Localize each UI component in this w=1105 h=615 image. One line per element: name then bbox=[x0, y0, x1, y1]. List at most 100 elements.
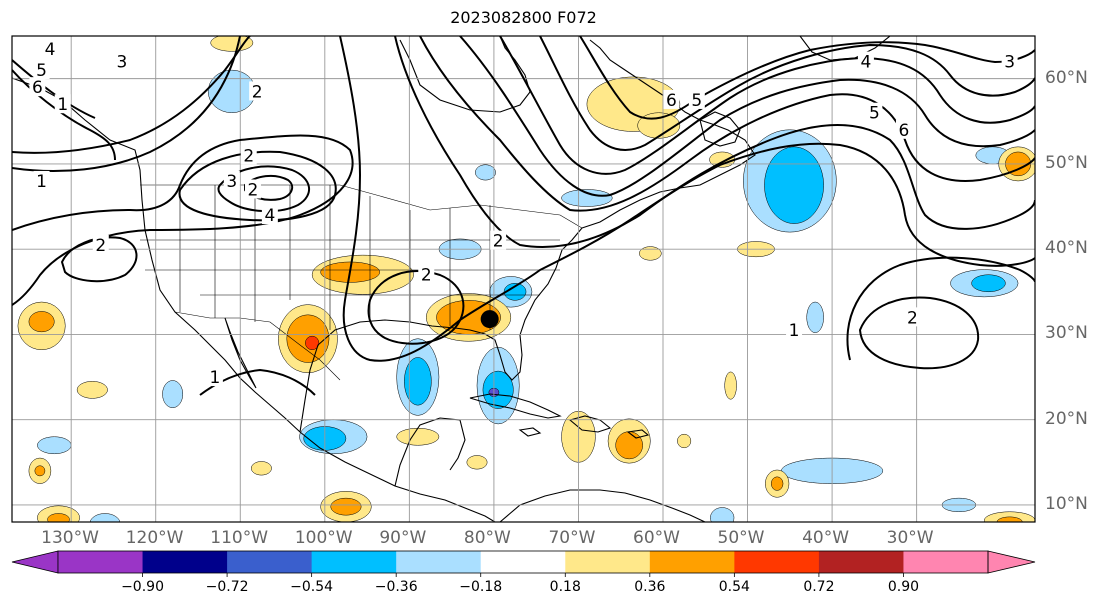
positive-anomaly-area bbox=[34, 465, 46, 477]
positive-anomaly-area bbox=[615, 431, 643, 460]
contour-label-background bbox=[261, 205, 278, 225]
contour-label-background bbox=[857, 51, 874, 71]
latitude-tick-label: 10°N bbox=[1045, 493, 1088, 514]
positive-anomaly-area bbox=[396, 427, 440, 446]
colorbar-tick-label: −0.18 bbox=[459, 579, 503, 595]
longitude-tick-label: 130°W bbox=[41, 528, 99, 548]
contour-line bbox=[846, 256, 1035, 361]
contour-line bbox=[499, 36, 1035, 175]
negative-anomaly-area bbox=[764, 146, 824, 224]
contour-line bbox=[60, 236, 138, 283]
colorbar-tick-label: −0.90 bbox=[121, 579, 164, 595]
contour-label-background bbox=[33, 170, 50, 190]
cuba-coast bbox=[469, 393, 562, 419]
contour-label: 5 bbox=[691, 91, 702, 111]
longitude-tick-label: 60°W bbox=[633, 528, 680, 548]
contour-line bbox=[339, 36, 1035, 362]
colorbar-segment bbox=[227, 551, 313, 573]
coastline-layer bbox=[12, 36, 891, 522]
longitude-tick-label: 90°W bbox=[379, 528, 427, 548]
contour-label: 3 bbox=[226, 172, 237, 192]
colorbar-segment bbox=[734, 551, 820, 573]
positive-anomaly-area bbox=[76, 381, 108, 399]
contour-label: 2 bbox=[95, 236, 106, 256]
latitude-tick-label: 60°N bbox=[1045, 67, 1088, 88]
colorbar-tick-label: 0.36 bbox=[634, 579, 666, 595]
positive-anomaly-area bbox=[305, 335, 320, 351]
latitude-tick-label: 40°N bbox=[1045, 238, 1088, 259]
contour-label: 2 bbox=[252, 82, 263, 102]
negative-anomaly-area bbox=[806, 301, 824, 333]
longitude-tick-label: 80°W bbox=[463, 528, 511, 548]
contour-label-background bbox=[54, 94, 71, 114]
colorbar-segment bbox=[649, 551, 735, 573]
colorbar-tick-label: 0.90 bbox=[887, 579, 920, 595]
contour-label-background bbox=[418, 264, 435, 284]
contour-label: 2 bbox=[248, 180, 259, 200]
positive-anomaly-area bbox=[466, 455, 488, 470]
contour-label-background bbox=[904, 307, 921, 327]
contour-label: 3 bbox=[1004, 53, 1015, 73]
contour-line bbox=[12, 69, 116, 161]
colorbar-tick-label: −0.72 bbox=[205, 579, 249, 595]
latitude-tick-label: 50°N bbox=[1045, 152, 1088, 173]
positive-anomaly-area bbox=[28, 311, 55, 333]
contour-label: 6 bbox=[32, 78, 43, 98]
map-title: 2023082800 F072 bbox=[450, 8, 597, 27]
colorbar-segment bbox=[311, 551, 397, 573]
positive-anomaly-area bbox=[637, 112, 681, 139]
contour-label-background bbox=[866, 102, 883, 122]
negative-anomaly-area bbox=[404, 357, 432, 406]
colorbar-segment bbox=[142, 551, 228, 573]
negative-anomaly-area bbox=[37, 436, 72, 455]
contour-label: 4 bbox=[45, 40, 56, 60]
colorbar bbox=[11, 550, 1036, 577]
contour-label-background bbox=[249, 81, 266, 101]
positive-anomaly-area bbox=[251, 461, 272, 476]
contour-line bbox=[419, 36, 1035, 212]
negative-anomaly-area bbox=[561, 189, 613, 207]
contour-label: 1 bbox=[57, 95, 68, 115]
colorbar-tick-label: −0.54 bbox=[290, 579, 334, 595]
location-marker-layer bbox=[480, 310, 499, 329]
contour-label: 1 bbox=[209, 368, 220, 388]
location-marker bbox=[480, 310, 499, 329]
newfoundland-coast bbox=[699, 111, 741, 147]
contour-label-background bbox=[786, 320, 803, 340]
contour-label-background bbox=[33, 60, 50, 80]
longitude-tick-label: 40°W bbox=[802, 528, 850, 548]
contour-label: 5 bbox=[869, 104, 880, 124]
contour-line bbox=[579, 36, 1035, 120]
colorbar-tick-label: −0.36 bbox=[374, 579, 418, 595]
latitude-tick-label: 30°N bbox=[1045, 323, 1088, 344]
contour-label-background bbox=[244, 179, 261, 199]
longitude-tick-label: 120°W bbox=[125, 528, 184, 548]
negative-anomaly-area bbox=[710, 507, 735, 522]
longitude-tick-label: 30°W bbox=[886, 528, 934, 548]
colorbar-segment bbox=[818, 551, 904, 573]
positive-anomaly-area bbox=[724, 371, 737, 400]
jamaica-coast bbox=[518, 427, 542, 437]
colorbar-tick-label: 0.54 bbox=[718, 579, 750, 595]
colorbar-segment bbox=[903, 551, 989, 573]
contour-label-background bbox=[223, 170, 240, 190]
colorbar-segment bbox=[396, 551, 482, 573]
contour-line bbox=[394, 36, 1035, 248]
contour-line bbox=[539, 36, 1035, 151]
map-frame bbox=[11, 35, 1036, 523]
us-mexico-border bbox=[174, 311, 341, 381]
puerto-rico-coast bbox=[626, 429, 650, 439]
positive-anomaly-area bbox=[210, 36, 254, 52]
longitude-tick-label: 50°W bbox=[717, 528, 765, 548]
yucatan-coast bbox=[394, 417, 466, 487]
contour-label-background bbox=[663, 89, 680, 109]
longitude-tick-label: 100°W bbox=[294, 528, 353, 548]
colorbar-segment bbox=[565, 551, 651, 573]
longitude-tick-label: 110°W bbox=[210, 528, 269, 548]
contour-label: 1 bbox=[36, 172, 47, 192]
hispaniola-coast bbox=[568, 415, 612, 433]
positive-anomaly-area bbox=[639, 246, 662, 261]
contour-label: 6 bbox=[666, 91, 677, 111]
